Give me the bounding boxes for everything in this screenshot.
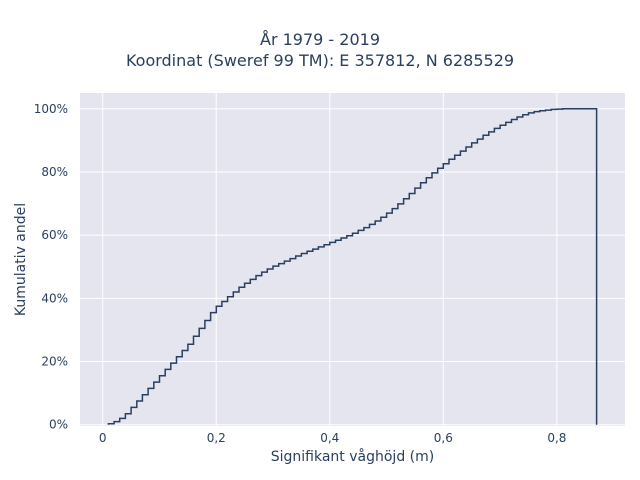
chart-title-line-2: Koordinat (Sweref 99 TM): E 357812, N 62…	[125, 51, 515, 70]
y-tick-label: 40%	[41, 291, 68, 305]
y-tick-label: 80%	[41, 165, 68, 179]
y-axis-label: Kumulativ andel	[13, 203, 29, 316]
x-tick-label: 0,4	[320, 431, 339, 445]
y-tick-label: 20%	[41, 355, 68, 369]
x-tick-label: 0,8	[547, 431, 566, 445]
x-tick-label: 0,2	[207, 431, 226, 445]
y-tick-label: 60%	[41, 228, 68, 242]
x-tick-label: 0	[99, 431, 107, 445]
y-tick-label: 0%	[49, 418, 68, 432]
x-tick-label: 0,6	[434, 431, 453, 445]
chart-title-line-1: År 1979 - 2019	[260, 30, 380, 49]
y-axis-ticks: 0% 20% 40% 60% 80% 100%	[34, 102, 68, 432]
x-axis-label: Signifikant våghöjd (m)	[271, 448, 434, 465]
y-tick-label: 100%	[34, 102, 68, 116]
cumulative-step-line	[107, 108, 598, 425]
plot-area	[80, 93, 625, 426]
x-axis-ticks: 0 0,2 0,4 0,6 0,8	[99, 431, 567, 445]
